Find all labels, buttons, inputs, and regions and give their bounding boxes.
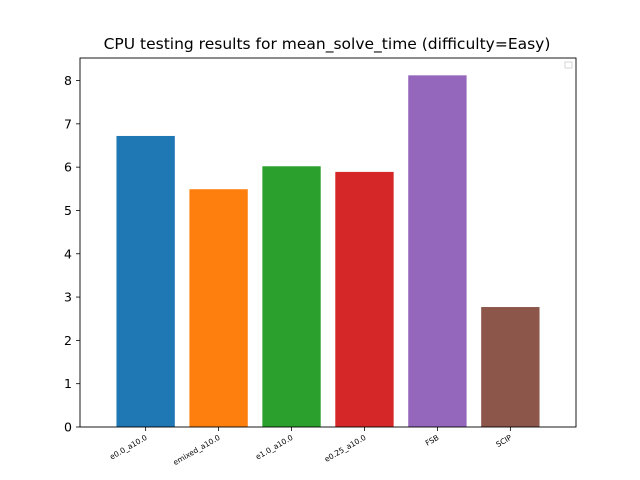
bar-FSB [408,75,467,427]
x-tick-label: emixed_a10.0 [172,433,222,467]
y-tick-label: 5 [64,203,72,218]
bar-SCIP [481,307,540,427]
x-tick-label: FSB [424,433,441,448]
y-tick-label: 1 [64,376,72,391]
x-axis: e0.0_a10.0 emixed_a10.0 e1.0_a10.0 e0.25_a1… [108,427,514,467]
y-tick-label: 8 [64,73,72,88]
y-tick-label: 6 [64,160,72,175]
x-tick-label: SCIP [494,433,513,449]
bar-e0.0_a10.0 [116,135,175,427]
y-tick-label: 2 [64,333,72,348]
bar-e1.0_a10.0 [262,166,321,427]
bar-e0.25_a10.0 [335,171,394,427]
bars-group [116,75,540,427]
y-tick-label: 7 [64,116,72,131]
chart-title: CPU testing results for mean_solve_time … [104,35,551,54]
x-tick-label: e0.25_a10.0 [323,433,368,464]
y-axis: 0 1 2 3 4 5 6 7 8 [64,73,80,435]
legend-box [564,61,573,69]
y-tick-label: 3 [64,290,72,305]
bar-emixed_a10.0 [189,189,248,427]
x-tick-label: e1.0_a10.0 [254,433,295,462]
y-tick-label: 4 [64,246,72,261]
plot-frame [79,57,577,428]
x-tick-label: e0.0_a10.0 [108,433,149,462]
y-tick-label: 0 [64,420,72,435]
